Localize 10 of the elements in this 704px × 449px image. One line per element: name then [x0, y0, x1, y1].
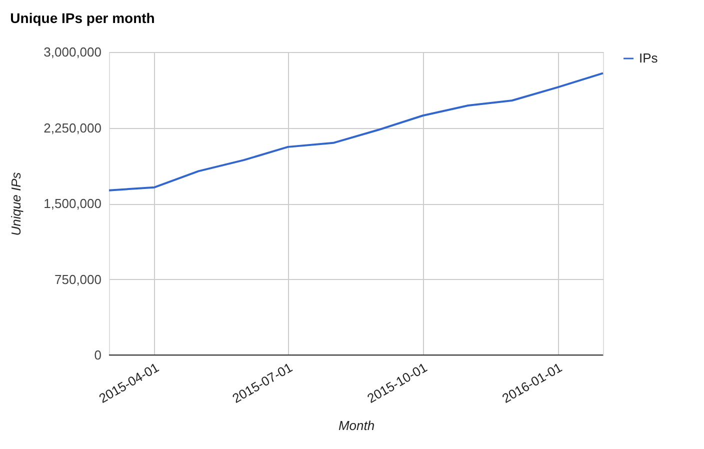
y-tick-label: 3,000,000 [44, 44, 102, 60]
y-tick-label: 1,500,000 [44, 196, 102, 211]
chart-title: Unique IPs per month [10, 10, 155, 26]
y-tick-label: 2,250,000 [44, 120, 102, 136]
y-axis-title: Unique IPs [8, 172, 24, 236]
line-series [108, 72, 604, 192]
y-tick-label: 0 [94, 348, 102, 362]
y-tick-label: 750,000 [54, 272, 102, 287]
legend-label: IPs [639, 50, 658, 66]
x-axis-title: Month [338, 418, 375, 434]
